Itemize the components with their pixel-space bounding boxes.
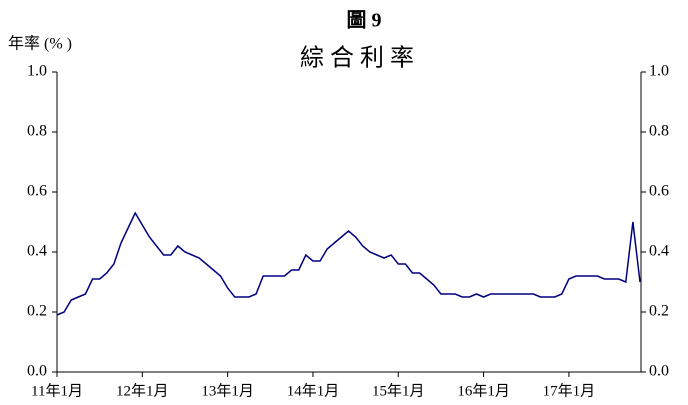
x-tick-label: 13年1月 — [201, 382, 254, 399]
x-tick-label: 11年1月 — [31, 382, 83, 399]
y2-tick-label: 1.0 — [649, 63, 669, 80]
y2-tick-label: 0.4 — [649, 243, 669, 260]
y-tick-label: 1.0 — [27, 63, 47, 80]
x-tick-label: 15年1月 — [372, 382, 425, 399]
x-tick-label: 14年1月 — [287, 382, 340, 399]
y-tick-label: 0.2 — [27, 303, 47, 320]
x-tick-label: 12年1月 — [116, 382, 169, 399]
y2-tick-label: 0.2 — [649, 303, 669, 320]
x-tick-label: 16年1月 — [457, 382, 510, 399]
y2-tick-label: 0.8 — [649, 123, 669, 140]
y2-tick-label: 0.0 — [649, 363, 669, 380]
y-tick-label: 0.0 — [27, 363, 47, 380]
chart-subtitle: 綜合利率 — [300, 44, 420, 71]
y-tick-label: 0.4 — [27, 243, 47, 260]
y-tick-label: 0.6 — [27, 183, 47, 200]
y2-tick-label: 0.6 — [649, 183, 669, 200]
line-series — [56, 211, 641, 316]
y-axis-label: 年率 (% ) — [8, 35, 72, 53]
x-tick-label: 17年1月 — [543, 382, 596, 399]
y-tick-label: 0.8 — [27, 123, 47, 140]
chart-title: 圖 9 — [347, 9, 382, 32]
